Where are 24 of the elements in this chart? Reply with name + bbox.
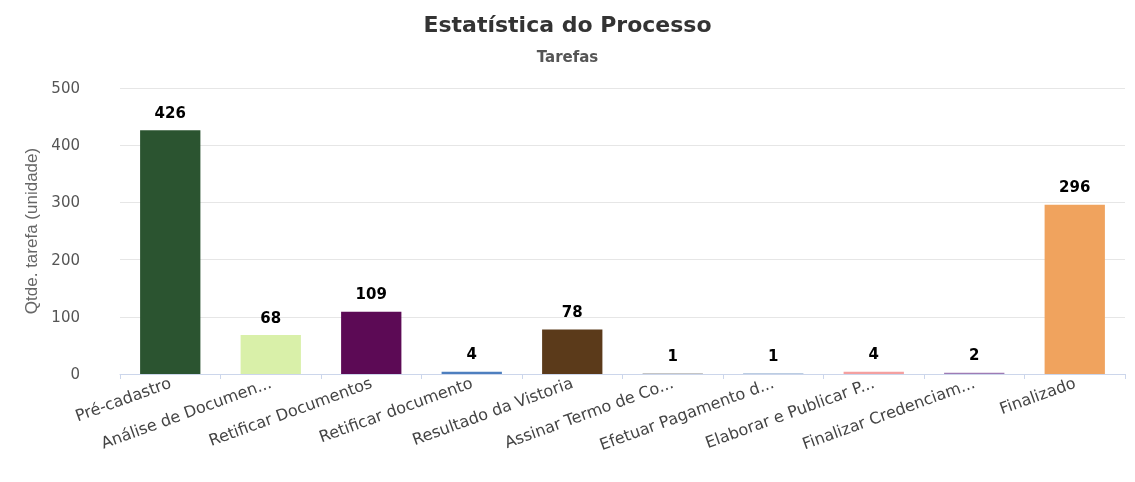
bar	[140, 130, 201, 374]
data-label: 68	[260, 308, 282, 327]
data-label: 1	[667, 346, 678, 365]
data-label: 296	[1059, 178, 1091, 197]
chart-title: Estatística do Processo	[423, 11, 712, 37]
bar	[240, 335, 301, 374]
y-tick-label: 200	[51, 250, 80, 269]
chart-subtitle: Tarefas	[536, 47, 599, 66]
data-label: 109	[355, 285, 387, 304]
y-tick-label: 0	[70, 365, 80, 383]
y-axis-title: Qtde. tarefa (unidade)	[22, 147, 42, 315]
data-label: 1	[768, 346, 779, 365]
y-tick-label: 300	[51, 193, 80, 212]
y-tick-label: 400	[51, 136, 80, 155]
data-label: 78	[561, 302, 583, 321]
data-label: 2	[969, 346, 980, 365]
bar	[1044, 204, 1105, 374]
data-label: 4	[466, 345, 477, 364]
data-label: 426	[154, 103, 186, 122]
bar	[542, 329, 603, 374]
data-label: 4	[868, 345, 879, 364]
y-tick-label: 100	[51, 307, 80, 326]
y-tick-label: 500	[51, 79, 80, 97]
bar	[341, 311, 402, 374]
